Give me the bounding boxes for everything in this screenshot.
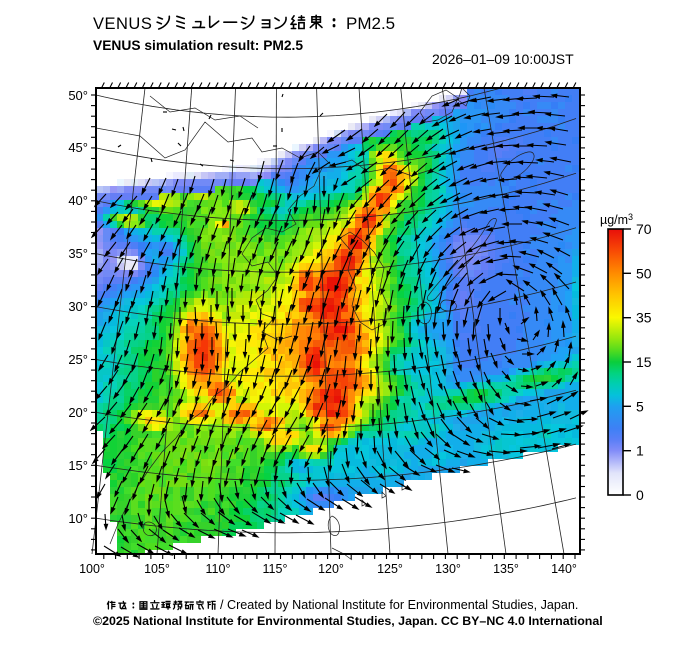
svg-text:µg/m3: µg/m3 bbox=[600, 212, 633, 227]
svg-text:115°: 115° bbox=[263, 562, 288, 576]
svg-text:0: 0 bbox=[636, 487, 644, 503]
svg-text:©2025 National Institute for E: ©2025 National Institute for Environment… bbox=[93, 614, 603, 628]
svg-text:25°: 25° bbox=[68, 352, 88, 367]
svg-text:135°: 135° bbox=[493, 562, 519, 576]
svg-text:125°: 125° bbox=[377, 562, 403, 576]
svg-text:1: 1 bbox=[636, 443, 644, 459]
svg-text:40°: 40° bbox=[68, 193, 88, 208]
svg-text:2026–01–09 10:00JST: 2026–01–09 10:00JST bbox=[432, 51, 574, 67]
svg-text:15: 15 bbox=[636, 354, 652, 370]
svg-text:VENUS simulation result: PM2.5: VENUS simulation result: PM2.5 bbox=[93, 38, 303, 53]
svg-text:130°: 130° bbox=[435, 562, 461, 576]
svg-text:35: 35 bbox=[636, 310, 652, 326]
svg-text:45°: 45° bbox=[68, 140, 88, 155]
svg-text:/ Created by National Institut: / Created by National Institute for Envi… bbox=[220, 598, 578, 612]
svg-text:120°: 120° bbox=[318, 562, 344, 576]
svg-text:30°: 30° bbox=[68, 299, 88, 314]
svg-text:100°: 100° bbox=[79, 562, 105, 576]
svg-text:50°: 50° bbox=[68, 88, 88, 103]
svg-text:140°: 140° bbox=[551, 562, 577, 576]
svg-text:50: 50 bbox=[636, 265, 652, 281]
svg-text:PM2.5: PM2.5 bbox=[346, 14, 395, 33]
svg-text:20°: 20° bbox=[68, 405, 88, 420]
svg-text:5: 5 bbox=[636, 398, 644, 414]
svg-text:10°: 10° bbox=[68, 511, 88, 526]
svg-text:70: 70 bbox=[636, 221, 652, 237]
svg-text:110°: 110° bbox=[206, 562, 231, 576]
svg-text:15°: 15° bbox=[68, 458, 88, 473]
svg-text:35°: 35° bbox=[68, 246, 88, 261]
svg-text:VENUS: VENUS bbox=[93, 15, 152, 33]
svg-text:105°: 105° bbox=[144, 562, 170, 576]
